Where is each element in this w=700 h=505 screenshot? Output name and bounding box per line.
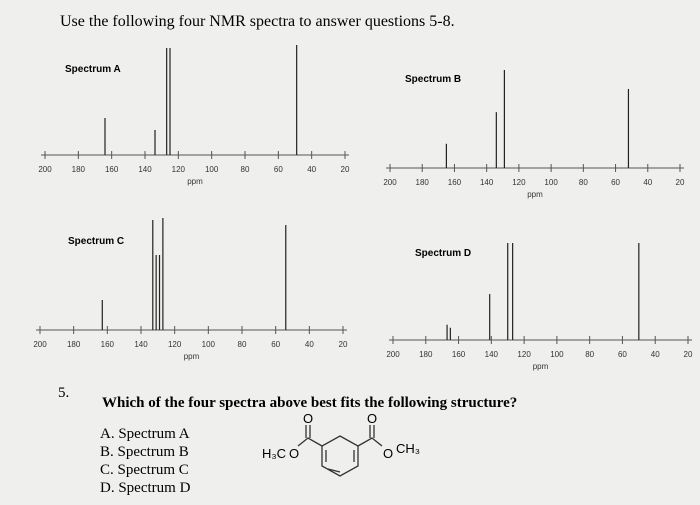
- x-tick-label: 80: [585, 350, 594, 359]
- x-tick-label: 160: [448, 178, 462, 187]
- x-tick-label: 40: [305, 340, 314, 349]
- x-axis-label: ppm: [184, 352, 200, 361]
- chart-title: Spectrum D: [415, 248, 471, 259]
- x-tick-label: 100: [202, 340, 216, 349]
- x-tick-label: 200: [33, 340, 47, 349]
- x-tick-label: 100: [544, 178, 558, 187]
- x-tick-label: 60: [611, 178, 620, 187]
- x-tick-label: 120: [168, 340, 182, 349]
- x-tick-label: 80: [241, 165, 250, 174]
- x-tick-label: 40: [651, 350, 660, 359]
- x-tick-label: 180: [72, 165, 86, 174]
- bond: [357, 437, 383, 447]
- x-tick-label: 200: [386, 350, 400, 359]
- chart-title: Spectrum A: [65, 64, 121, 75]
- option: B. Spectrum B: [100, 444, 189, 460]
- x-axis-label: ppm: [527, 190, 543, 199]
- option: D. Spectrum D: [100, 480, 191, 496]
- x-tick-label: 120: [517, 350, 531, 359]
- x-tick-label: 80: [579, 178, 588, 187]
- structure: H₃C O O O O CH₃: [262, 411, 420, 477]
- x-tick-label: 140: [138, 165, 152, 174]
- chart-title: Spectrum C: [68, 236, 124, 247]
- x-tick-label: 200: [38, 165, 52, 174]
- x-axis-label: ppm: [533, 362, 549, 371]
- x-tick-label: 120: [512, 178, 526, 187]
- atom-label: O: [289, 446, 299, 461]
- x-tick-label: 20: [676, 178, 685, 187]
- x-tick-label: 80: [238, 340, 247, 349]
- option: C. Spectrum C: [100, 462, 189, 478]
- x-tick-label: 160: [101, 340, 115, 349]
- x-tick-label: 40: [643, 178, 652, 187]
- atom-label: O: [383, 446, 393, 461]
- x-tick-label: 60: [271, 340, 280, 349]
- x-tick-label: 180: [67, 340, 81, 349]
- x-tick-label: 140: [485, 350, 499, 359]
- bond: [297, 437, 323, 447]
- page-title: Use the following four NMR spectra to an…: [60, 13, 455, 30]
- x-tick-label: 160: [105, 165, 119, 174]
- x-tick-label: 40: [307, 165, 316, 174]
- question-text: Which of the four spectra above best fit…: [102, 395, 517, 411]
- x-tick-label: 20: [339, 340, 348, 349]
- atom-label: CH₃: [396, 441, 420, 456]
- x-tick-label: 20: [341, 165, 350, 174]
- x-tick-label: 60: [274, 165, 283, 174]
- x-tick-label: 100: [205, 165, 219, 174]
- x-tick-label: 140: [134, 340, 148, 349]
- x-tick-label: 60: [618, 350, 627, 359]
- x-tick-label: 20: [684, 350, 693, 359]
- x-tick-label: 180: [419, 350, 433, 359]
- ring: [321, 435, 359, 477]
- ring-bond: [327, 468, 341, 473]
- x-tick-label: 180: [416, 178, 430, 187]
- question-number: 5.: [58, 385, 69, 401]
- x-tick-label: 120: [172, 165, 186, 174]
- atom-label: H₃C: [262, 446, 286, 461]
- x-tick-label: 160: [452, 350, 466, 359]
- x-tick-label: 140: [480, 178, 494, 187]
- atom-label: O: [303, 411, 313, 426]
- x-tick-label: 100: [550, 350, 564, 359]
- x-tick-label: 200: [383, 178, 397, 187]
- x-axis-label: ppm: [187, 177, 203, 186]
- chart-title: Spectrum B: [405, 74, 461, 85]
- option: A. Spectrum A: [100, 426, 190, 442]
- atom-label: O: [367, 411, 377, 426]
